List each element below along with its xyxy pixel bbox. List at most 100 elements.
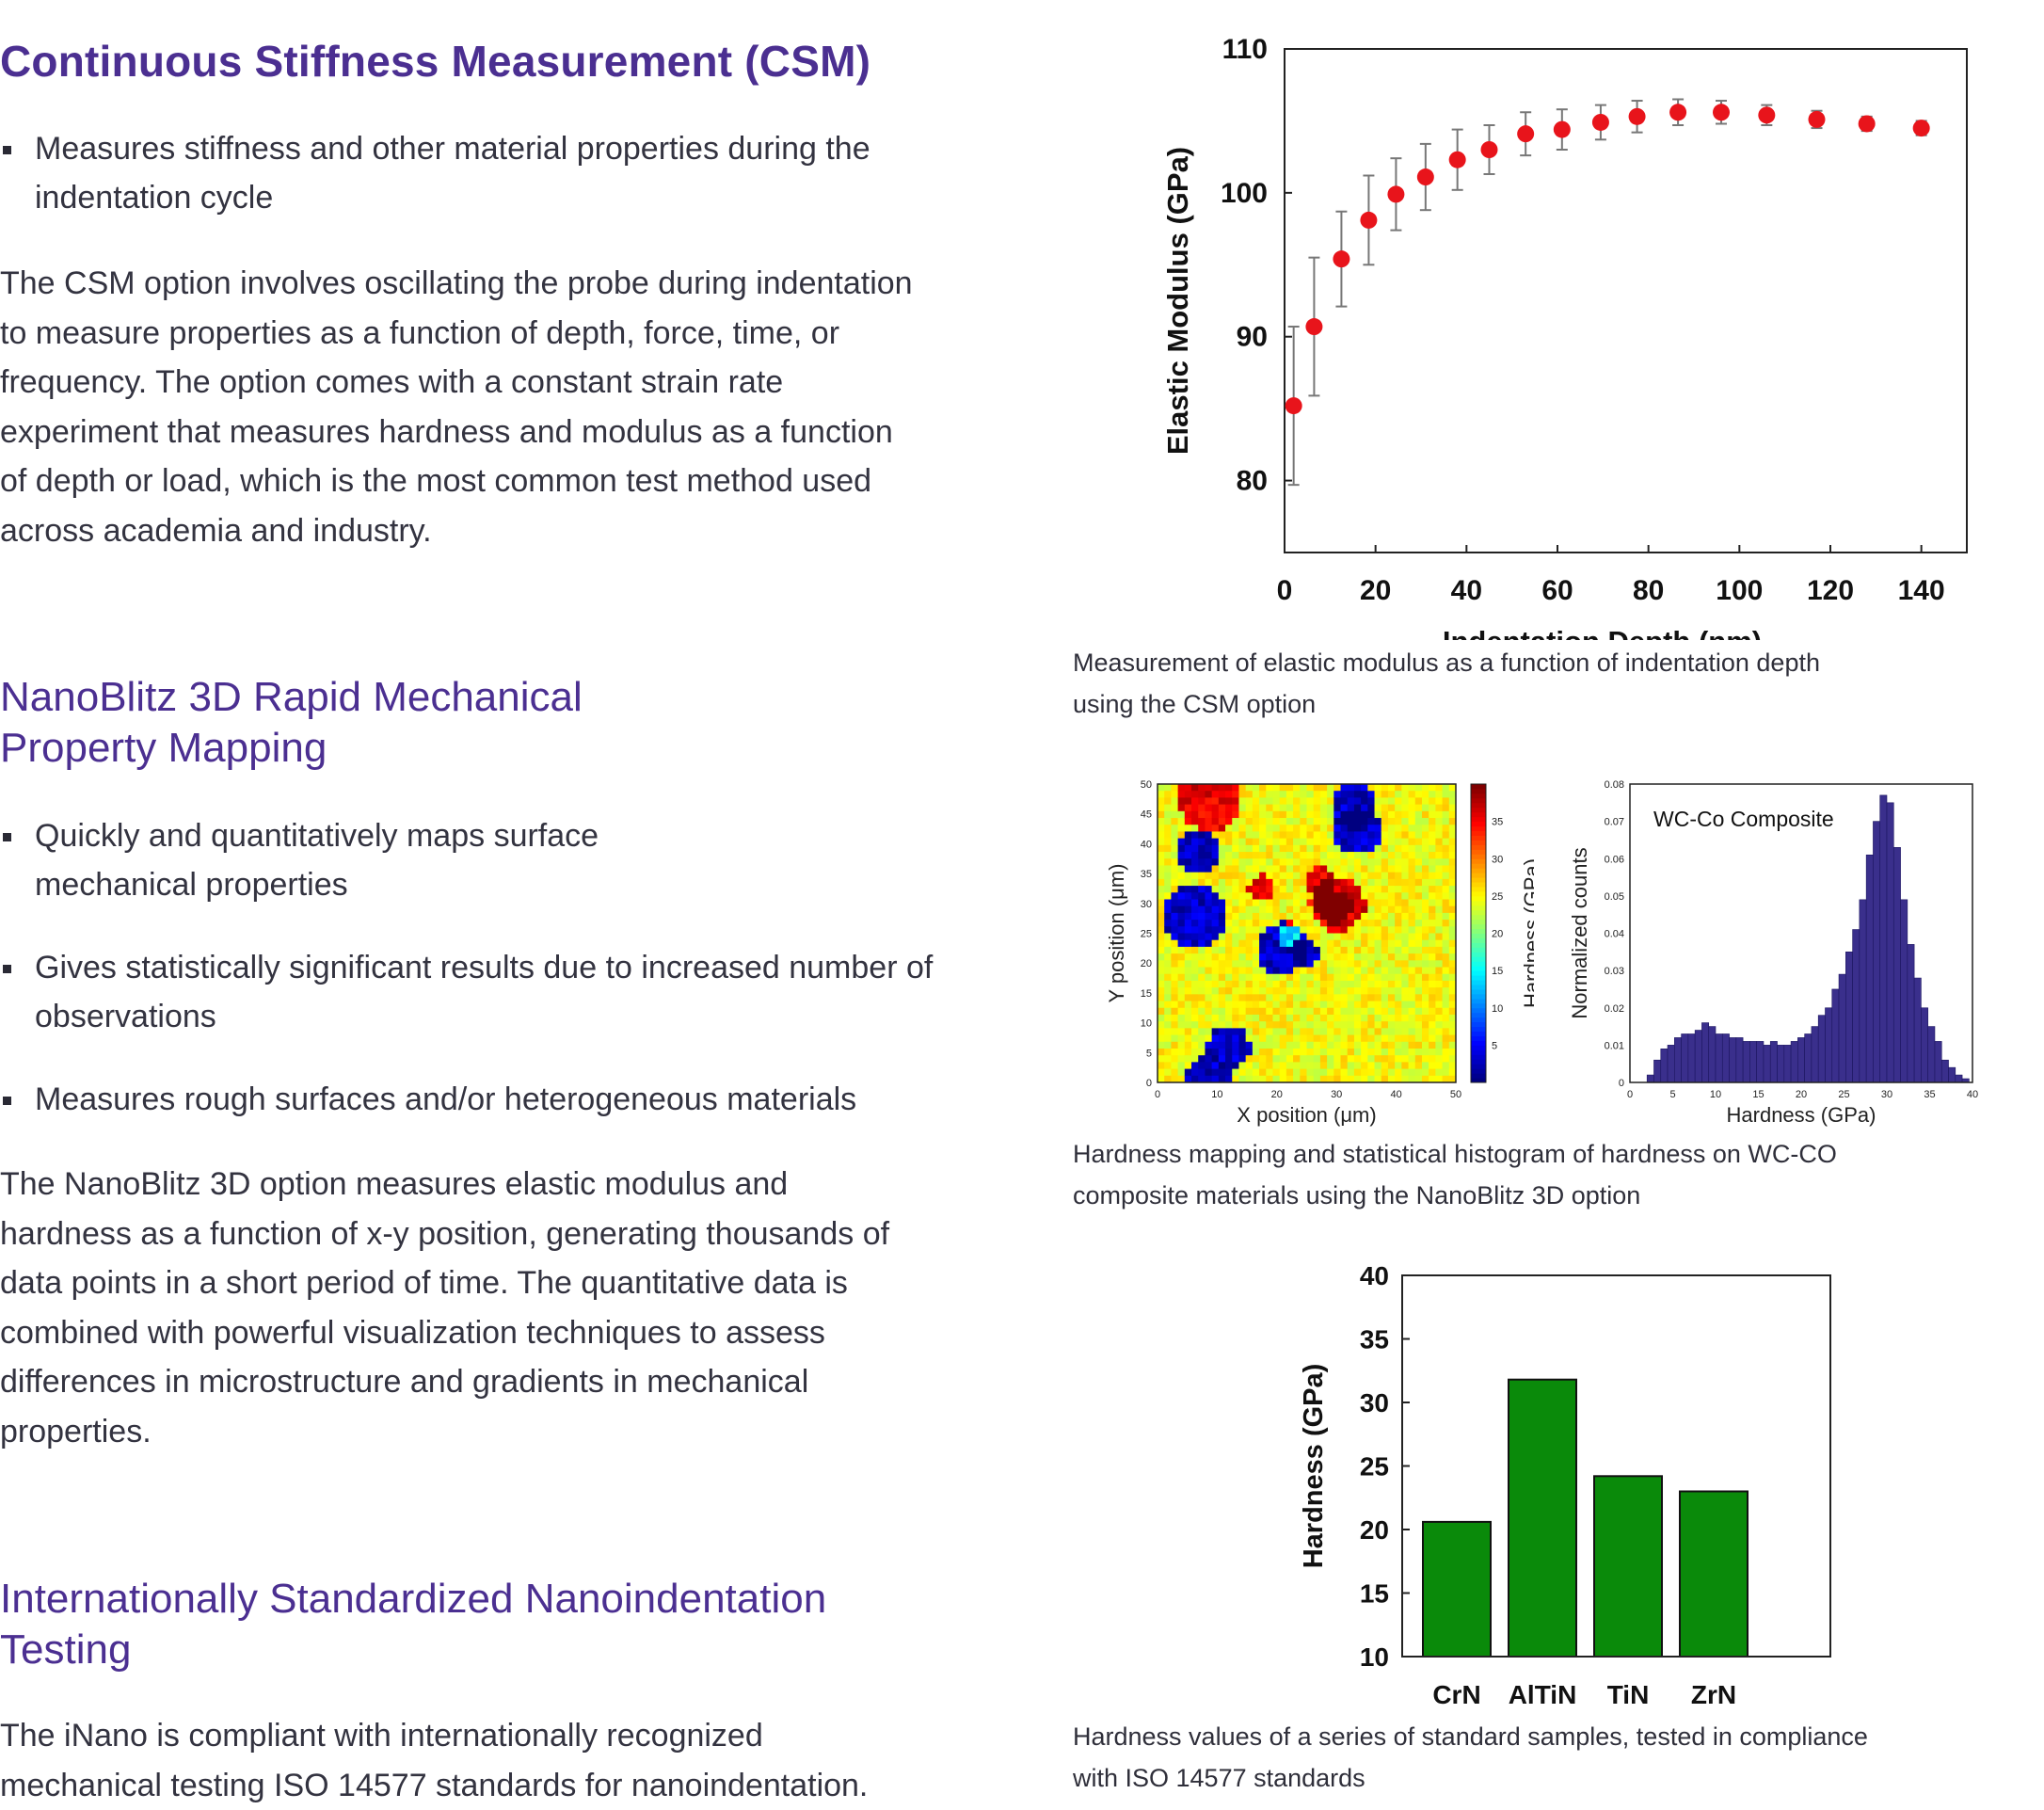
heatmap-cell <box>1225 1041 1233 1049</box>
heatmap-cell <box>1429 933 1436 941</box>
heatmap-cell <box>1435 946 1444 954</box>
heatmap-cell <box>1245 1034 1254 1043</box>
colorbar-segment <box>1471 1002 1486 1009</box>
heatmap-cell <box>1353 987 1362 995</box>
histogram-bar <box>1900 899 1908 1083</box>
heatmap-cell <box>1333 1055 1342 1063</box>
heatmap-cell <box>1421 1062 1429 1070</box>
heatmap-cell <box>1198 920 1206 927</box>
histogram-bar <box>1873 821 1881 1083</box>
heatmap-cell <box>1347 838 1355 846</box>
heatmap-cell <box>1198 912 1206 921</box>
heatmap-cell <box>1367 892 1376 900</box>
heatmap-cell <box>1313 1014 1321 1022</box>
nanoblitz-body-line: properties. <box>0 1413 152 1450</box>
heatmap-cell <box>1211 1001 1220 1009</box>
heatmap-cell <box>1448 899 1457 907</box>
heatmap-cell <box>1211 1068 1220 1077</box>
heatmap-cell <box>1361 784 1368 792</box>
heatmap-cell <box>1245 933 1254 941</box>
iso-heading-line: Internationally Standardized Nanoindenta… <box>0 1576 827 1622</box>
heatmap-cell <box>1421 1014 1429 1022</box>
heatmap-cell <box>1177 933 1186 941</box>
heatmap-cell <box>1313 1001 1321 1009</box>
heatmap-cell <box>1319 878 1328 887</box>
data-point <box>1333 250 1350 268</box>
heatmap-cell <box>1429 980 1436 988</box>
colorbar-segment <box>1471 1073 1486 1079</box>
heatmap-cell <box>1259 1034 1267 1043</box>
heatmap-cell <box>1361 865 1368 873</box>
heatmap-cell <box>1191 905 1199 914</box>
heatmap-cell <box>1361 920 1368 927</box>
heatmap-cell <box>1218 933 1226 941</box>
heatmap-cell <box>1198 973 1206 982</box>
heatmap-cell <box>1205 1034 1213 1043</box>
heatmap-cell <box>1205 1007 1213 1016</box>
heatmap-cell <box>1218 953 1226 961</box>
heatmap-cell <box>1387 973 1396 982</box>
heatmap-cell <box>1245 1041 1254 1049</box>
heatmap-cell <box>1361 1075 1368 1083</box>
heatmap-cell <box>1408 1041 1416 1049</box>
heatmap-cell <box>1184 1014 1192 1022</box>
heatmap-cell <box>1191 1062 1199 1070</box>
heatmap-cell <box>1429 1048 1436 1056</box>
heatmap-cell <box>1333 872 1342 880</box>
heatmap-cell <box>1306 858 1315 866</box>
histogram-bar <box>1694 1030 1702 1083</box>
heatmap-cell <box>1259 967 1267 975</box>
nanoblitz-body: The NanoBlitz 3D option measures elastic… <box>0 1160 889 1456</box>
heatmap-cell <box>1164 994 1172 1002</box>
heatmap-cell <box>1238 797 1247 806</box>
heatmap-cell <box>1225 987 1233 995</box>
heatmap-cell <box>1300 953 1307 961</box>
histogram-bar <box>1831 988 1840 1083</box>
heatmap-cell <box>1429 825 1436 832</box>
heatmap-cell <box>1347 1075 1355 1083</box>
heatmap-cell <box>1387 784 1396 792</box>
heatmap-cell <box>1367 1007 1376 1016</box>
heatmap-cell <box>1435 912 1444 921</box>
heatmap-cell <box>1442 1021 1450 1029</box>
heatmap-cell <box>1435 797 1444 806</box>
heatmap-cell <box>1158 967 1165 975</box>
heatmap-cell <box>1367 1062 1376 1070</box>
heatmap-cell <box>1395 872 1402 880</box>
heatmap-cell <box>1266 838 1273 846</box>
heatmap-cell <box>1191 852 1199 859</box>
heatmap-cell <box>1442 886 1450 893</box>
heatmap-cell <box>1232 1007 1239 1016</box>
y-tick-label: 20 <box>1360 1515 1389 1545</box>
heatmap-cell <box>1367 1001 1376 1009</box>
heatmap-cell <box>1442 1034 1450 1043</box>
heatmap-cell <box>1319 1062 1328 1070</box>
histogram-bar <box>1934 1041 1942 1083</box>
data-point <box>1713 104 1730 121</box>
heatmap-cell <box>1164 818 1172 825</box>
heatmap-cell <box>1401 872 1410 880</box>
heatmap-cell <box>1218 825 1226 832</box>
data-point <box>1553 120 1571 138</box>
heatmap-cell <box>1306 912 1315 921</box>
y-tick-label: 0.02 <box>1605 1003 1624 1015</box>
heatmap-cell <box>1429 1007 1436 1016</box>
heatmap-cell <box>1429 818 1436 825</box>
heatmap-cell <box>1171 831 1179 840</box>
heatmap-cell <box>1313 831 1321 840</box>
heatmap-cell <box>1374 973 1382 982</box>
heatmap-cell <box>1333 933 1342 941</box>
heatmap-cell <box>1158 797 1165 806</box>
heatmap-cell <box>1232 838 1239 846</box>
heatmap-cell <box>1259 791 1267 798</box>
heatmap-cell <box>1381 905 1389 914</box>
heatmap-cell <box>1205 920 1213 927</box>
heatmap-cell <box>1333 791 1342 798</box>
heatmap-cell <box>1448 1014 1457 1022</box>
heatmap-cell <box>1266 784 1273 792</box>
heatmap-cell <box>1259 892 1267 900</box>
heatmap-cell <box>1184 1028 1192 1036</box>
histogram-bar <box>1777 1045 1785 1083</box>
heatmap-cell <box>1429 899 1436 907</box>
y-tick-label: 30 <box>1141 899 1152 910</box>
